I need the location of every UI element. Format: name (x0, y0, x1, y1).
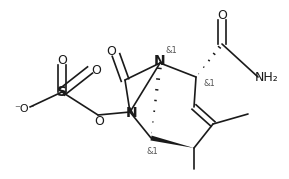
Polygon shape (151, 136, 194, 148)
Text: S: S (57, 85, 67, 99)
Text: O: O (94, 115, 104, 127)
Text: N: N (154, 54, 166, 68)
Text: &1: &1 (165, 45, 177, 54)
Text: O: O (217, 8, 227, 21)
Text: N: N (126, 106, 138, 120)
Text: &1: &1 (146, 146, 158, 156)
Text: &1: &1 (203, 79, 215, 88)
Text: ⁻O⁻: ⁻O⁻ (15, 104, 35, 114)
Text: O: O (91, 64, 101, 76)
Text: O: O (106, 45, 116, 57)
Text: NH₂: NH₂ (255, 71, 279, 83)
Text: O: O (57, 54, 67, 67)
